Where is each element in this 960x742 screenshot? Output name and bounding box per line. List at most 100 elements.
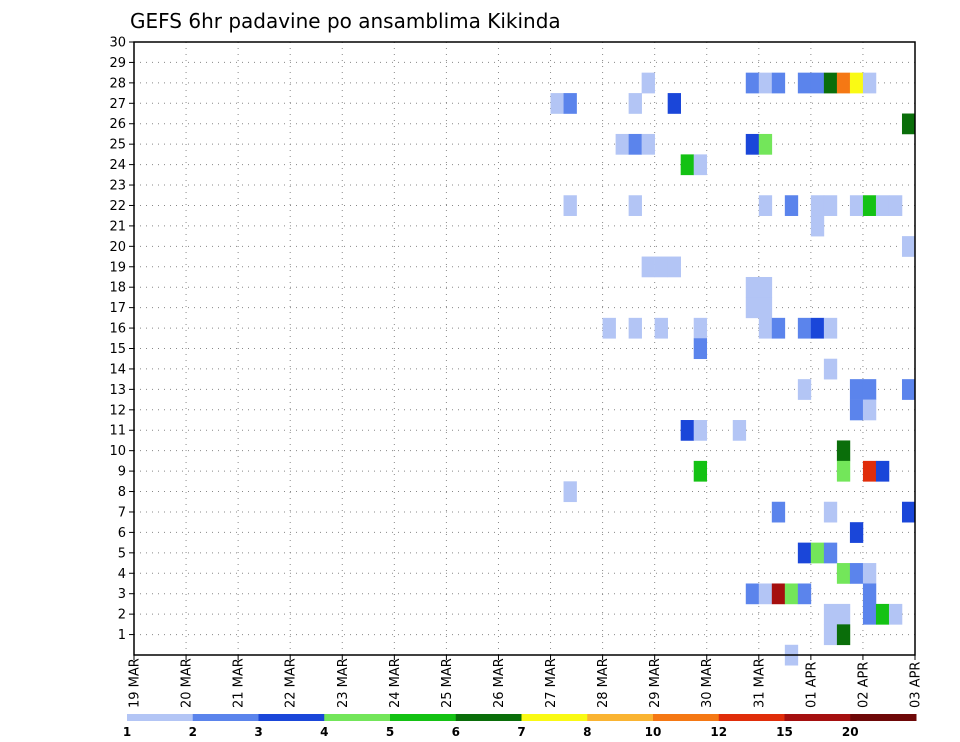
chart-title: GEFS 6hr padavine po ansamblima Kikinda (130, 9, 561, 33)
precip-cell (810, 215, 825, 237)
y-tick-label: 21 (109, 219, 126, 234)
precip-cell (849, 399, 864, 421)
precip-cell (628, 133, 642, 155)
precip-cell (823, 603, 838, 625)
precip-cell (784, 583, 799, 605)
colorbar-label: 12 (710, 725, 727, 739)
y-tick-label: 19 (109, 260, 126, 275)
x-tick-label: 21 MAR (232, 658, 247, 708)
precip-cell (732, 420, 747, 441)
precip-cell (836, 460, 851, 482)
precip-cell (797, 72, 812, 94)
precip-cell (771, 501, 786, 523)
precip-cell (693, 338, 708, 360)
precip-cell (823, 501, 838, 523)
y-axis: 1234567891011121314151617181920212223242… (109, 36, 134, 643)
colorbar-label: 15 (776, 725, 793, 739)
precip-cell (628, 195, 642, 216)
precip-cell (628, 93, 642, 114)
colorbar-label: 2 (189, 725, 197, 739)
precip-cell (901, 236, 916, 257)
precip-cell (901, 501, 916, 523)
precip-cell (836, 72, 851, 94)
x-tick-label: 03 APR (909, 662, 924, 708)
precip-cell (862, 399, 877, 421)
y-tick-label: 23 (109, 179, 126, 194)
precip-cell (745, 72, 760, 94)
y-tick-label: 17 (109, 301, 126, 316)
precip-cell (758, 133, 773, 155)
y-tick-label: 3 (118, 587, 126, 602)
precip-cell (693, 420, 708, 441)
x-tick-label: 27 MAR (544, 658, 559, 708)
x-tick-label: 20 MAR (180, 658, 195, 708)
precip-cell (849, 195, 864, 216)
x-tick-label: 31 MAR (752, 658, 767, 708)
precip-cell (901, 379, 916, 400)
precip-cell (836, 440, 851, 462)
y-tick-label: 27 (109, 97, 126, 112)
y-tick-label: 9 (118, 465, 126, 480)
precip-cell (836, 624, 851, 646)
precip-cell (641, 72, 655, 94)
precip-cell (758, 317, 773, 339)
x-axis: 19 MAR 20 MAR 21 MAR 22 MAR 23 MAR 24 MAR 25 M… (128, 655, 924, 708)
y-tick-label: 25 (109, 138, 126, 153)
x-tick-label: 02 APR (856, 662, 871, 708)
x-tick-label: 26 MAR (492, 658, 507, 708)
precip-cell (745, 297, 760, 319)
precip-cell (771, 583, 786, 605)
x-tick-label: 28 MAR (596, 658, 611, 708)
colorbar-swatch (784, 714, 851, 721)
precip-cell (758, 297, 773, 319)
y-tick-label: 18 (109, 281, 126, 296)
y-tick-label: 1 (118, 628, 126, 643)
precip-cell (680, 154, 695, 176)
y-tick-label: 15 (109, 342, 126, 357)
precip-cell (797, 317, 812, 339)
precip-cell (849, 379, 864, 400)
colorbar: 1 2 3 4 5 6 7 8 10 12 15 20 (123, 714, 917, 739)
x-tick-label: 24 MAR (388, 658, 403, 708)
precip-cell (771, 72, 786, 94)
precip-cell (550, 93, 564, 114)
colorbar-swatch (718, 714, 785, 721)
precip-cell (810, 195, 825, 216)
precip-cell (849, 72, 864, 94)
colorbar-label: 10 (645, 725, 662, 739)
x-tick-label: 29 MAR (648, 658, 663, 708)
y-tick-label: 11 (109, 424, 126, 439)
precip-cell (654, 317, 668, 339)
colorbar-swatch (258, 714, 325, 721)
y-tick-label: 10 (109, 444, 126, 459)
precip-cell (797, 542, 812, 564)
precip-cell (862, 563, 877, 584)
precip-cell (849, 522, 864, 543)
precip-cell (654, 256, 668, 278)
precip-cell (628, 317, 642, 339)
precip-cell (810, 317, 825, 339)
precip-cell (641, 133, 655, 155)
precip-cell (693, 154, 708, 176)
precip-cell (836, 603, 851, 625)
precip-cell (693, 460, 708, 482)
precip-cell (862, 603, 877, 625)
precip-cell (641, 256, 655, 278)
y-tick-label: 8 (118, 485, 126, 500)
precip-cell (563, 481, 577, 503)
precip-cell (745, 276, 760, 298)
precip-cell (667, 256, 681, 278)
y-tick-label: 2 (118, 608, 126, 623)
precip-cell (797, 583, 812, 605)
precip-cell (875, 460, 890, 482)
precip-cell (901, 113, 916, 135)
x-tick-label: 30 MAR (700, 658, 715, 708)
colorbar-swatch (653, 714, 720, 721)
precip-cell (745, 133, 760, 155)
precip-cell (758, 276, 773, 298)
precip-cell (888, 603, 903, 625)
precip-cell (875, 603, 890, 625)
x-tick-label: 22 MAR (284, 658, 299, 708)
precip-cell (823, 72, 838, 94)
precip-cell (862, 379, 877, 400)
